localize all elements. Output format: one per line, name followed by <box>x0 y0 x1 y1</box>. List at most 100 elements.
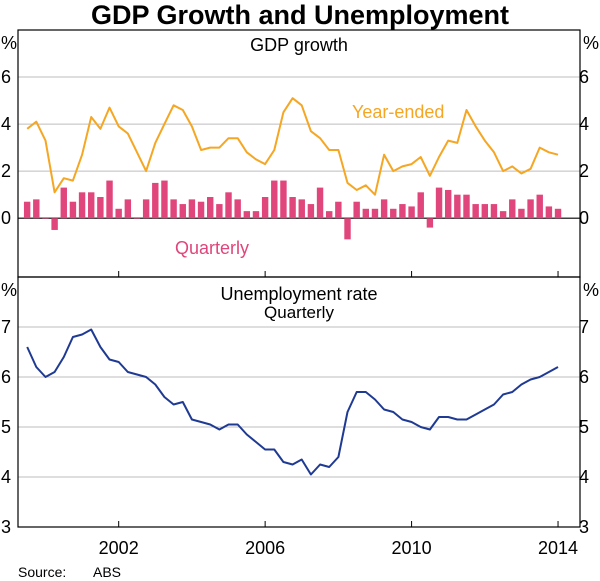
quarterly-bar <box>88 192 95 219</box>
x-tick-label: 2002 <box>99 538 139 558</box>
quarterly-bar <box>344 218 351 240</box>
quarterly-bar <box>518 208 525 219</box>
quarterly-bar <box>353 201 360 219</box>
quarterly-bar <box>481 204 489 219</box>
quarterly-bar <box>106 180 113 219</box>
unemployment-line <box>26 328 559 476</box>
quarterly-bar <box>97 197 104 219</box>
gdp-panel-frame <box>17 29 581 278</box>
quarterly-bar <box>133 218 141 219</box>
quarterly-bar <box>252 211 260 219</box>
unemployment-y-tick-label-left: 5 <box>1 417 11 437</box>
quarterly-bar <box>426 218 434 228</box>
x-tick-label: 2014 <box>538 538 578 558</box>
unemployment-panel-frame <box>17 276 581 528</box>
unemployment-y-tick-label-right: 5 <box>579 417 589 437</box>
quarterly-bar <box>289 197 296 219</box>
quarterly-bar <box>545 206 553 219</box>
quarterly-bar <box>408 206 415 219</box>
quarterly-bar <box>390 208 397 219</box>
quarterly-bar <box>207 197 214 219</box>
quarterly-bar <box>51 218 58 230</box>
quarterly-bar <box>23 201 31 219</box>
quarterly-bar <box>554 208 562 219</box>
unemployment-y-tick-label-right: 7 <box>579 317 589 337</box>
gdp-y-tick-label-left: 2 <box>1 161 11 181</box>
quarterly-bar <box>307 204 315 219</box>
chart-title: GDP Growth and Unemployment <box>91 0 509 30</box>
quarterly-bar <box>271 180 278 219</box>
quarterly-bar <box>243 211 251 219</box>
quarterly-bar <box>115 208 122 219</box>
quarterly-bar <box>142 199 150 219</box>
quarterly-bar <box>499 211 507 219</box>
source-value: ABS <box>93 564 121 580</box>
quarterly-bar <box>316 187 324 219</box>
quarterly-bar <box>225 192 232 219</box>
quarterly-bar <box>188 199 196 219</box>
x-tick-labels: 2002 2006 2010 2014 <box>99 271 578 558</box>
unemployment-panel-title: Unemployment rate <box>220 284 377 304</box>
quarterly-bar <box>335 201 342 219</box>
quarterly-bar <box>326 211 333 219</box>
quarterly-bar <box>216 204 223 219</box>
quarterly-bar <box>417 192 424 219</box>
quarterly-bar <box>509 199 516 219</box>
quarterly-bar <box>152 182 159 219</box>
quarterly-bar <box>454 194 461 219</box>
quarterly-bar <box>78 192 86 219</box>
quarterly-bar <box>42 218 49 219</box>
gdp-y-tick-label-left: 0 <box>1 208 11 228</box>
quarterly-bars <box>23 180 562 240</box>
gdp-y-tick-label-right: 0 <box>579 208 589 228</box>
quarterly-bar <box>463 194 470 219</box>
quarterly-bar <box>179 204 186 219</box>
year-ended-line <box>26 97 559 196</box>
quarterly-bar <box>60 187 67 219</box>
unemployment-y-tick-label-left: 4 <box>1 467 11 487</box>
quarterly-bar <box>490 204 498 219</box>
quarterly-annotation: Quarterly <box>175 238 249 258</box>
quarterly-bar <box>280 180 287 219</box>
quarterly-bar <box>380 199 388 219</box>
gdp-y-tick-label-left: 4 <box>1 114 11 134</box>
x-tick-label: 2010 <box>392 538 432 558</box>
quarterly-bar <box>298 199 305 219</box>
gdp-y-tick-labels: 0 0 2 2 4 4 6 6 <box>1 67 589 228</box>
unemployment-y-tick-labels: 3 3 4 4 5 5 6 6 7 7 <box>1 317 589 537</box>
gdp-y-tick-label-right: 4 <box>579 114 589 134</box>
unemployment-panel-subtitle: Quarterly <box>264 303 334 322</box>
quarterly-bar <box>536 194 543 219</box>
unemployment-y-tick-label-left: 7 <box>1 317 11 337</box>
gdp-panel-title: GDP growth <box>250 35 348 55</box>
unemployment-y-tick-label-right: 6 <box>579 367 589 387</box>
unemployment-gridlines <box>18 326 580 478</box>
quarterly-bar <box>69 201 77 219</box>
unemployment-unit-left: % <box>1 280 17 300</box>
gdp-y-tick-label-right: 2 <box>579 161 589 181</box>
unemployment-y-tick-label-right: 4 <box>579 467 589 487</box>
quarterly-bar <box>197 201 205 219</box>
unemployment-y-tick-label-right: 3 <box>579 517 589 537</box>
quarterly-bar <box>527 199 534 219</box>
quarterly-bar <box>435 187 443 219</box>
quarterly-bar <box>371 208 379 219</box>
source-label: Source: <box>18 564 66 580</box>
quarterly-bar <box>362 208 370 219</box>
quarterly-bar <box>399 204 406 219</box>
gdp-unit-left: % <box>1 33 17 53</box>
quarterly-bar <box>124 199 132 219</box>
quarterly-bar <box>33 199 40 219</box>
year-ended-annotation: Year-ended <box>352 102 444 122</box>
x-tick-label: 2006 <box>245 538 285 558</box>
unemployment-y-tick-label-left: 3 <box>1 517 11 537</box>
gdp-y-tick-label-left: 6 <box>1 67 11 87</box>
quarterly-bar <box>444 189 452 219</box>
quarterly-bar <box>170 199 177 219</box>
quarterly-bar <box>161 180 168 219</box>
quarterly-bar <box>261 197 269 219</box>
gdp-unit-right: % <box>583 33 599 53</box>
quarterly-bar <box>472 204 479 219</box>
quarterly-bar <box>234 199 241 219</box>
